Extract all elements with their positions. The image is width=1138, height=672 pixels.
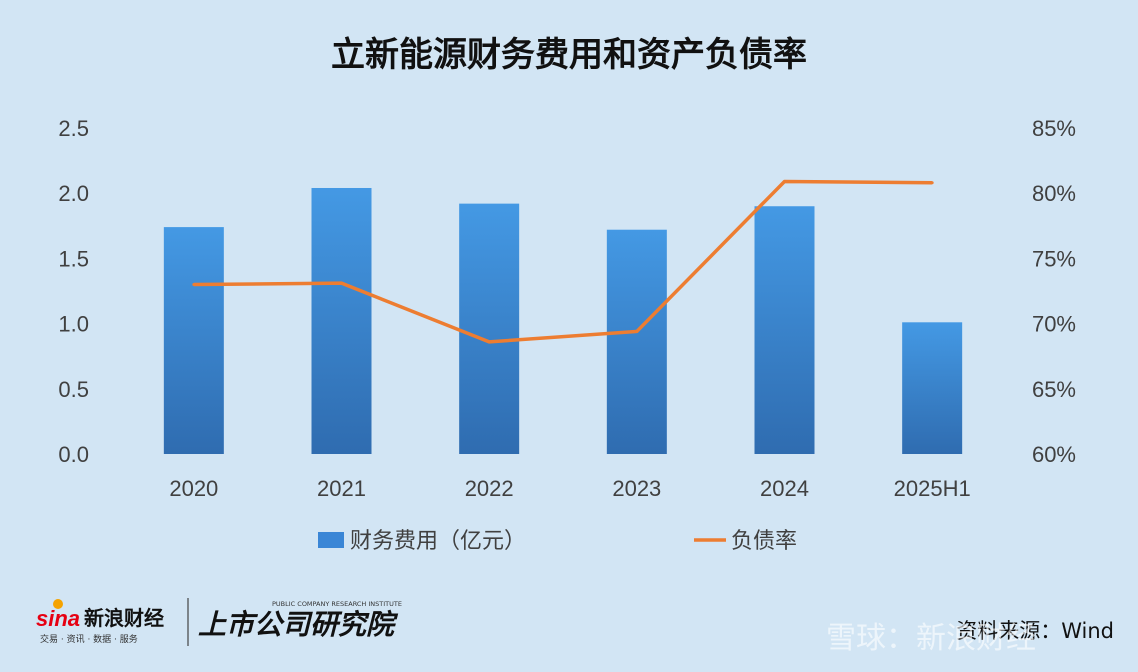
sina-logo: sina 新浪财经 交易 · 资讯 · 数据 · 服务: [36, 599, 164, 645]
x-tick-label: 2022: [465, 476, 514, 501]
bar: [606, 229, 667, 454]
bar: [754, 206, 815, 454]
left-tick-label: 1.0: [58, 312, 89, 337]
right-axis-ticks: 60% 65% 70% 75% 80% 85%: [1032, 116, 1076, 467]
left-axis-ticks: 0.0 0.5 1.0 1.5 2.0 2.5: [58, 116, 89, 467]
x-tick-label: 2020: [169, 476, 218, 501]
x-axis-ticks: 2020 2021 2022 2023 2024 2025H1: [169, 476, 970, 501]
x-tick-label: 2024: [760, 476, 809, 501]
legend-label-bar: 财务费用（亿元）: [350, 529, 526, 554]
right-tick-label: 75%: [1032, 246, 1076, 271]
chart-title: 立新能源财务费用和资产负债率: [331, 35, 807, 75]
line-point: [635, 329, 639, 333]
institute-name: 上市公司研究院: [198, 608, 399, 641]
sina-eye-icon: [53, 599, 63, 609]
institute-name-en: PUBLIC COMPANY RESEARCH INSTITUTE: [272, 600, 402, 608]
left-tick-label: 0.5: [58, 377, 89, 402]
line-series: [192, 179, 934, 344]
bar: [163, 227, 224, 454]
right-tick-label: 70%: [1032, 312, 1076, 337]
sina-logo-mark: sina: [36, 606, 80, 631]
line-point: [783, 179, 786, 183]
right-tick-label: 85%: [1032, 116, 1076, 141]
line-path: [193, 179, 933, 344]
line-point: [192, 282, 196, 286]
bar: [902, 322, 963, 454]
left-tick-label: 2.0: [58, 181, 89, 206]
legend-swatch-bar: [318, 532, 344, 548]
left-tick-label: 2.5: [58, 116, 89, 141]
x-tick-label: 2021: [317, 476, 366, 501]
source-note: 资料来源：Wind: [956, 619, 1114, 643]
line-point: [487, 340, 491, 344]
x-tick-label: 2025H1: [894, 476, 971, 501]
right-tick-label: 60%: [1032, 442, 1076, 467]
legend: 财务费用（亿元） 负债率: [318, 529, 797, 554]
right-tick-label: 65%: [1032, 377, 1076, 402]
watermark: 雪球：新浪财经: [826, 621, 1036, 656]
right-tick-label: 80%: [1032, 181, 1076, 206]
bar: [459, 203, 520, 454]
x-tick-label: 2023: [612, 476, 661, 501]
sina-brand-sub: 交易 · 资讯 · 数据 · 服务: [40, 633, 138, 645]
left-tick-label: 0.0: [58, 442, 89, 467]
institute-logo: PUBLIC COMPANY RESEARCH INSTITUTE 上市公司研究…: [198, 600, 402, 641]
bar: [311, 187, 372, 454]
legend-label-line: 负债率: [731, 529, 797, 554]
left-tick-label: 1.5: [58, 246, 89, 271]
footer: sina 新浪财经 交易 · 资讯 · 数据 · 服务 PUBLIC COMPA…: [36, 598, 1114, 656]
bar-series: [163, 187, 963, 454]
line-point: [340, 281, 343, 285]
sina-brand-name: 新浪财经: [84, 606, 164, 630]
line-point: [930, 181, 934, 185]
